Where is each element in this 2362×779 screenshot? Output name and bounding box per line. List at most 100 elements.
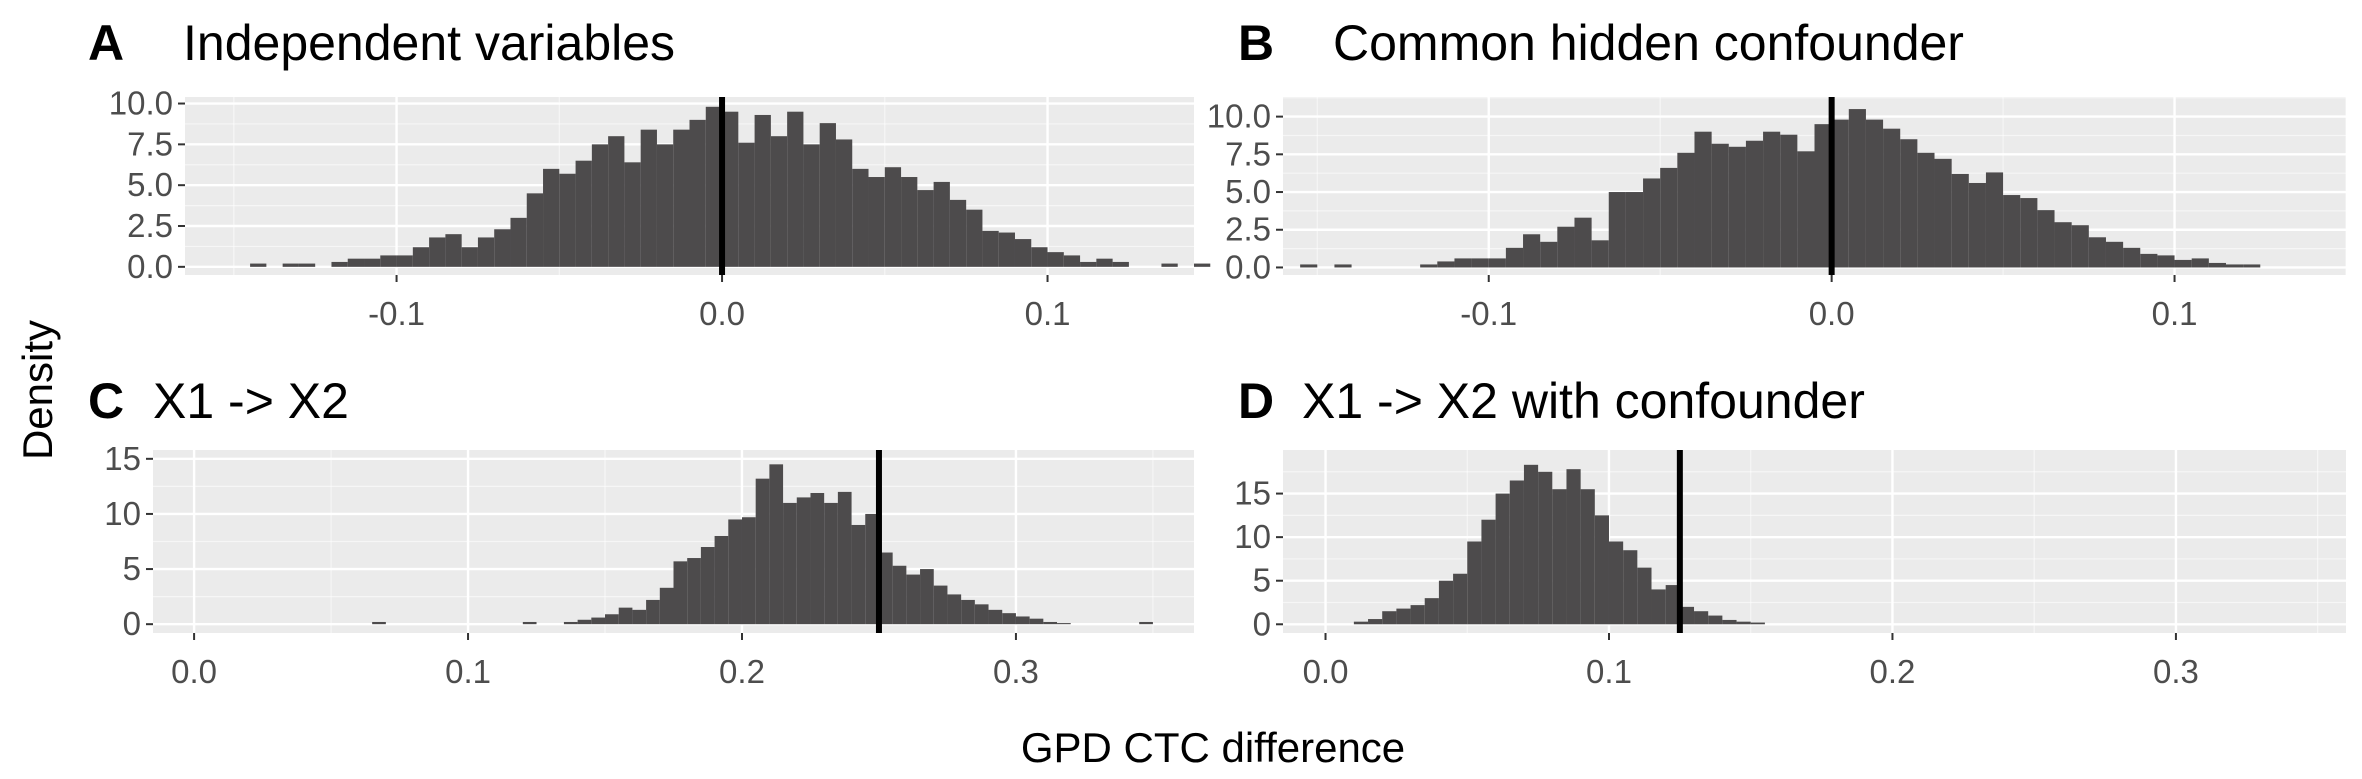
panel-c-histogram-bar [974, 604, 989, 625]
panel-c-histogram-bar [605, 614, 619, 625]
panel-c-histogram-bar [769, 464, 784, 625]
panel-a-histogram-bar [705, 106, 723, 267]
panel-c-histogram-bar [714, 535, 729, 625]
panel-d-ytick-label: 15 [1234, 475, 1271, 512]
panel-c-ytick-label: 15 [104, 440, 141, 477]
panel-a-histogram-bar [998, 232, 1015, 267]
panel-b-ytick-label: 10.0 [1207, 98, 1271, 135]
panel-b-ytick-label: 2.5 [1225, 211, 1271, 248]
panel-d-histogram-bar [1580, 489, 1595, 625]
panel-c-histogram-bar [1139, 621, 1153, 625]
panel-c-histogram-bar [796, 497, 811, 625]
panel-b-histogram-bar [1471, 258, 1489, 268]
panel-b-histogram-bar [1660, 167, 1678, 268]
panel-c-xtick-label: 0.0 [171, 653, 217, 690]
panel-c-histogram-bar [906, 574, 921, 625]
panel-c-ytick-label: 10 [104, 495, 141, 532]
panel-a-xtick-label: 0.0 [699, 295, 745, 332]
panel-c-histogram-bar [851, 524, 866, 625]
panel-a-ytick-label: 2.5 [127, 207, 173, 244]
panel-c-histogram-bar [933, 585, 948, 625]
panel-d-histogram-bar [1750, 622, 1765, 625]
panel-a-histogram-bar [966, 209, 983, 267]
panel-c-histogram-bar [878, 552, 893, 625]
panel-b-histogram-bar [1300, 264, 1318, 268]
panel-b-histogram-bar [1934, 158, 1952, 268]
panel-a-histogram-bar [347, 258, 365, 267]
panel-a-histogram-bar [477, 237, 495, 267]
panel-d-ytick-label: 0 [1253, 605, 1271, 642]
panel-c-histogram-bar [920, 569, 934, 625]
panel-a-histogram-bar [819, 123, 836, 267]
panel-b-histogram-bar [2225, 264, 2244, 268]
panel-b-histogram-bar [1694, 131, 1712, 268]
panel-b-histogram-bar [1711, 143, 1729, 268]
panel-c-histogram-bar [1043, 621, 1058, 625]
panel-b-histogram-bar [2020, 198, 2038, 268]
panel-b-histogram-bar [1951, 173, 1969, 268]
panel-a-title: Independent variables [183, 15, 675, 71]
panel-a-histogram-bar [689, 119, 706, 267]
panel-a-histogram-bar [1014, 239, 1032, 267]
panel-b-histogram-bar [1728, 146, 1746, 268]
panel-c-histogram-bar [700, 547, 715, 625]
panel-b-histogram-bar [2140, 253, 2158, 268]
panel-c-xtick-label: 0.2 [719, 653, 765, 690]
panel-b-histogram-bar [2123, 247, 2141, 268]
panel-a-histogram-bar [1112, 261, 1129, 267]
panel-a-ytick-label: 5.0 [127, 166, 173, 203]
panel-b-histogram-bar [1848, 109, 1866, 268]
panel-a-xtick-label: -0.1 [368, 295, 425, 332]
panel-b-histogram-bar [1334, 264, 1352, 268]
panel-b-histogram-bar [1420, 264, 1438, 268]
panel-b-histogram-bar [1643, 178, 1661, 268]
panel-d-histogram-bar [1722, 619, 1737, 625]
panel-c-title: X1 -> X2 [153, 373, 349, 429]
panel-b-histogram-bar [1968, 182, 1986, 268]
panel-c-histogram-bar [824, 502, 838, 625]
panel-b-histogram-bar [1745, 140, 1764, 268]
panel-a-histogram-bar [884, 167, 902, 267]
panel-a-histogram-bar [982, 230, 999, 267]
panel-a-histogram-bar [1063, 255, 1081, 267]
panel-b-histogram-bar [1488, 258, 1506, 268]
panel-b-histogram-bar [2105, 241, 2124, 268]
panel-a-histogram-bar [575, 160, 592, 267]
panel-a-histogram-bar [933, 181, 950, 267]
panel-c-histogram-bar [577, 619, 592, 625]
panel-b-histogram-bar [1625, 192, 1644, 268]
panel-c-histogram-bar [591, 617, 606, 625]
panel-a-histogram-bar [1047, 252, 1064, 267]
panel-a-histogram-bar [250, 263, 267, 267]
panel-b-xtick-label: 0.1 [2152, 295, 2198, 332]
panel-c-histogram-bar [659, 587, 674, 625]
panel-b-histogram-bar [1883, 128, 1901, 268]
panel-a-histogram-bar [949, 199, 967, 267]
panel-c-histogram-bar [687, 558, 701, 625]
y-axis-title: Density [14, 320, 61, 460]
panel-c-histogram-bar [783, 502, 797, 625]
panel-b-histogram-bar [1865, 119, 1884, 268]
panel-a-histogram-bar [412, 247, 430, 267]
panel-a-histogram-bar [526, 193, 544, 267]
panel-a-histogram-bar [917, 190, 934, 267]
panel-b-histogram-bar [1523, 234, 1541, 268]
panel-b-histogram-bar [1505, 247, 1524, 268]
panel-c-histogram-bar [646, 599, 660, 625]
panel-d-histogram-bar [1410, 605, 1425, 625]
panel-b-histogram-bar [2157, 255, 2175, 268]
panel-a-histogram-bar [282, 263, 299, 267]
panel-d-histogram-bar [1368, 619, 1383, 625]
panel-a-histogram-bar [1080, 261, 1097, 267]
panel-d-histogram-bar [1353, 621, 1369, 625]
panel-b-histogram-bar [1814, 124, 1832, 268]
panel-a-histogram-bar [461, 247, 478, 267]
panel-c-histogram-bar [865, 513, 879, 625]
panel-a-tag: A [88, 15, 124, 71]
panel-c-histogram-bar [810, 492, 825, 625]
panel-a-histogram-bar [835, 139, 853, 267]
panel-c-histogram-bar [563, 621, 578, 625]
panel-a-histogram-bar [298, 263, 316, 267]
panel-d-tag: D [1238, 373, 1274, 429]
panel-a: A Independent variables 0.0 2.5 5.0 7.510.0… [88, 15, 1211, 332]
